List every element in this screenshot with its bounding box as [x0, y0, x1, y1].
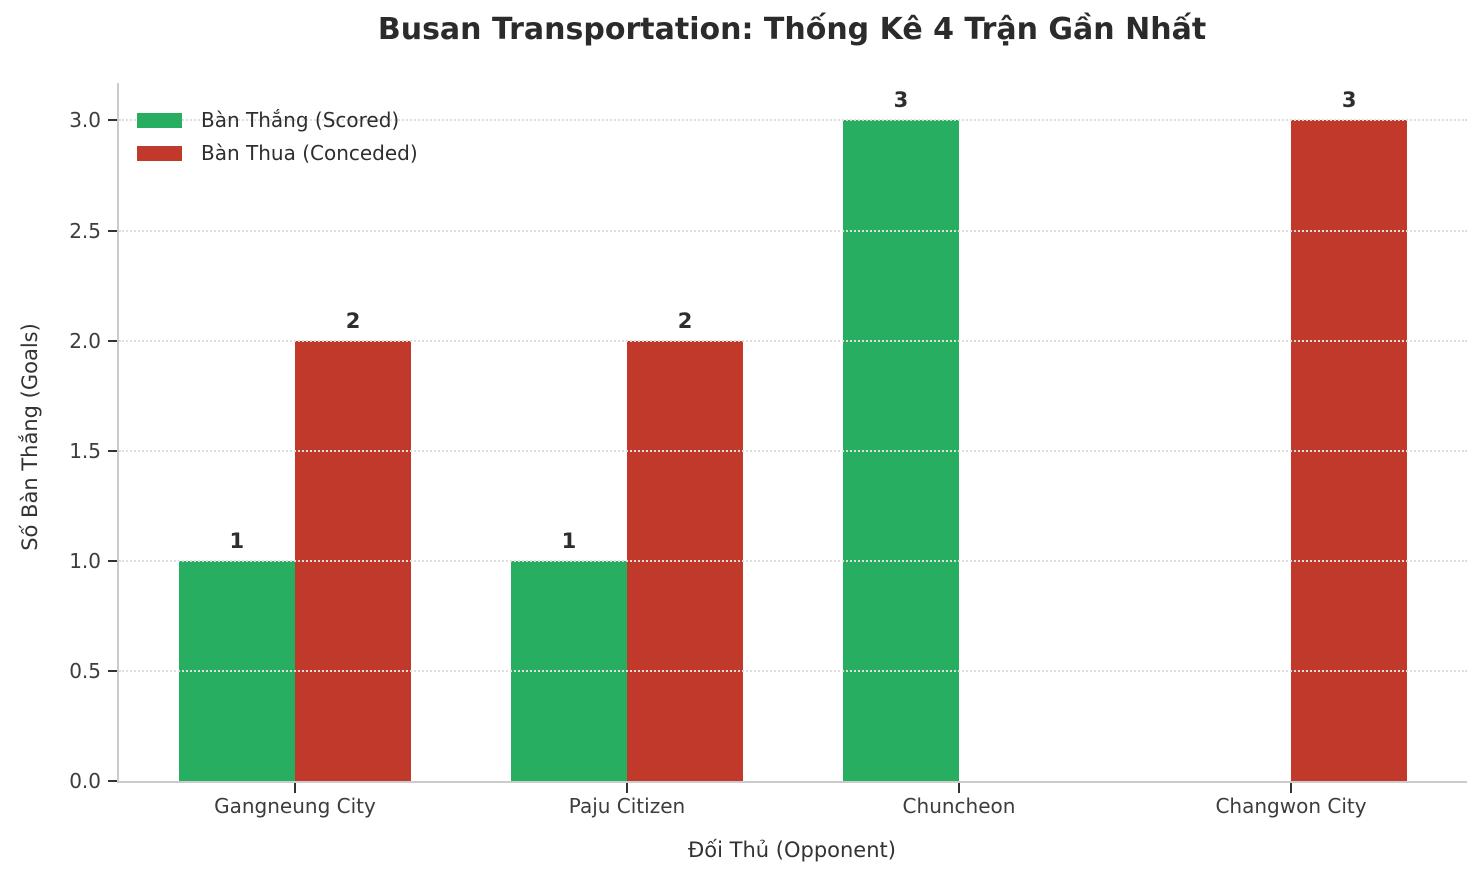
y-tick-label: 1.0 [69, 548, 101, 573]
x-tick-mark [1290, 783, 1293, 793]
bar [626, 340, 744, 781]
x-tick-mark [958, 783, 960, 793]
legend-item-conceded: Bàn Thua (Conceded) [137, 142, 418, 165]
x-axis-label: Đối Thủ (Opponent) [688, 838, 896, 862]
y-tick-mark [108, 669, 117, 672]
gridline [119, 229, 1467, 232]
y-tick-label: 2.5 [69, 218, 101, 243]
legend-label-conceded: Bàn Thua (Conceded) [201, 141, 418, 165]
bar-value-label: 3 [1341, 88, 1357, 113]
bar-value-label: 1 [561, 528, 577, 553]
y-tick-label: 0.5 [69, 658, 101, 683]
legend-item-scored: Bàn Thắng (Scored) [137, 109, 418, 132]
x-tick-mark [293, 783, 296, 793]
chart-title: Busan Transportation: Thống Kê 4 Trận Gầ… [377, 12, 1207, 47]
legend: Bàn Thắng (Scored) Bàn Thua (Conceded) [137, 109, 418, 175]
bar [510, 560, 627, 781]
y-tick-mark [108, 229, 117, 232]
y-tick-label: 1.5 [69, 438, 101, 463]
plot-area: Bàn Thắng (Scored) Bàn Thua (Conceded) 0… [69, 83, 1467, 818]
y-tick-mark [108, 339, 117, 342]
bar [1291, 120, 1408, 781]
x-tick-mark [625, 783, 628, 793]
y-tick-mark [108, 780, 117, 782]
bar-value-label: 2 [345, 308, 361, 333]
legend-swatch-conceded-icon [137, 146, 182, 161]
legend-swatch-scored-icon [137, 113, 182, 128]
legend-label-scored: Bàn Thắng (Scored) [201, 108, 400, 132]
x-tick-label: Changwon City [1215, 794, 1367, 818]
y-tick-mark [108, 449, 117, 452]
x-tick-label: Chuncheon [902, 794, 1016, 818]
bar-value-label: 2 [677, 308, 693, 333]
bar-value-label: 1 [229, 528, 245, 553]
bar [178, 560, 295, 781]
bar-value-label: 3 [893, 88, 909, 113]
bar [842, 120, 959, 781]
y-tick-label: 3.0 [69, 108, 101, 133]
y-tick-mark [108, 559, 117, 562]
x-tick-label: Paju Citizen [568, 794, 686, 818]
y-tick-label: 0.0 [69, 769, 101, 793]
y-tick-mark [108, 119, 117, 122]
y-tick-label: 2.0 [69, 328, 101, 353]
bar [294, 340, 412, 781]
x-tick-label: Gangneung City [214, 794, 376, 818]
